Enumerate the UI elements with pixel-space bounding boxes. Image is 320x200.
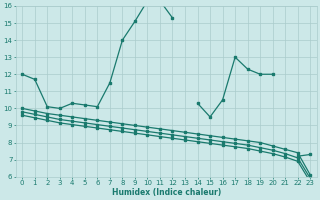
X-axis label: Humidex (Indice chaleur): Humidex (Indice chaleur) [112,188,221,197]
